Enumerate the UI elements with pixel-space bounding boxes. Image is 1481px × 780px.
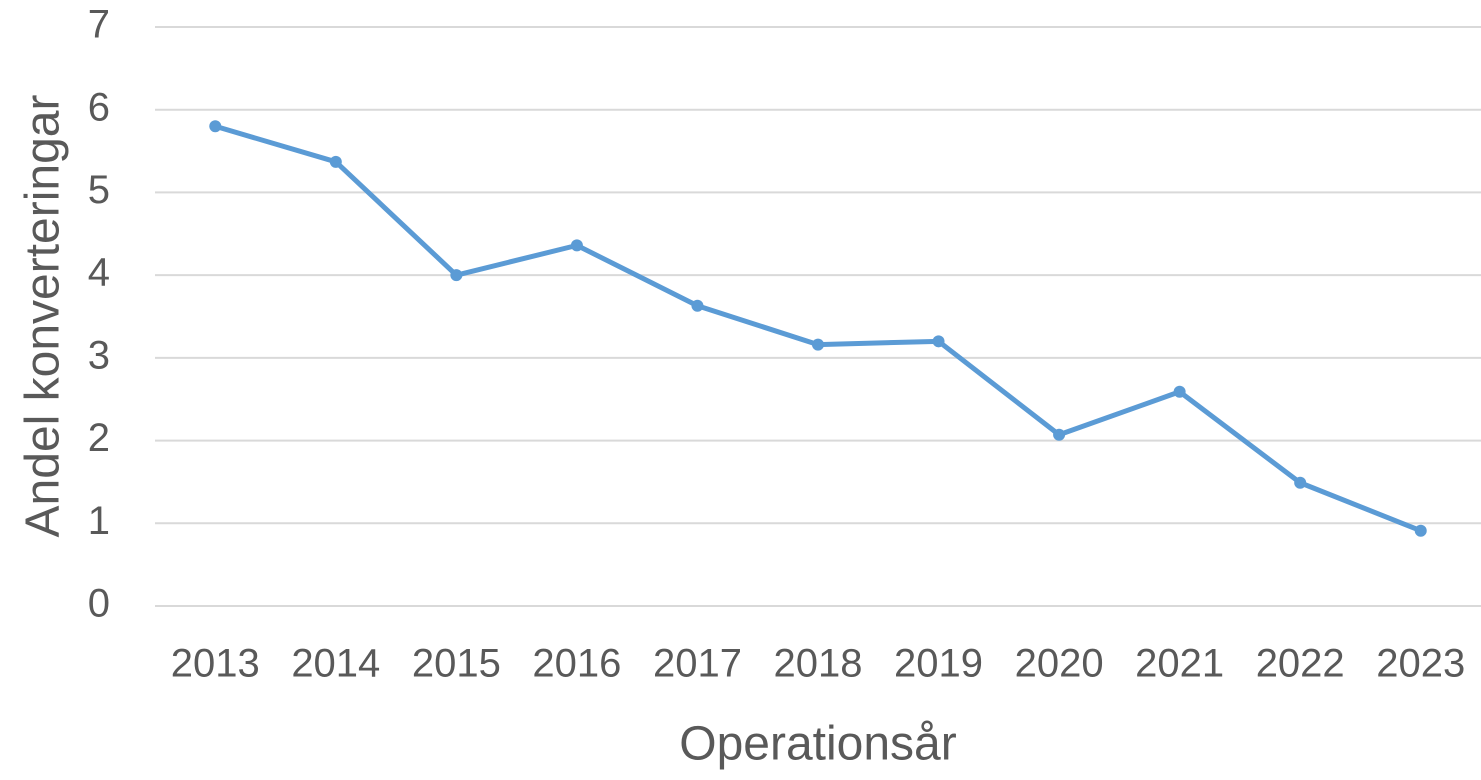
- x-tick-label: 2013: [171, 642, 260, 686]
- y-tick-label: 1: [88, 499, 110, 543]
- x-tick-label: 2014: [291, 642, 380, 686]
- data-point: [1053, 428, 1066, 441]
- data-point: [691, 299, 704, 312]
- data-point: [450, 269, 463, 282]
- x-tick-label: 2020: [1015, 642, 1104, 686]
- x-tick-label: 2017: [653, 642, 742, 686]
- y-axis-title: Andel konverteringar: [17, 95, 70, 538]
- x-tick-label: 2022: [1256, 642, 1345, 686]
- y-tick-label: 7: [88, 3, 110, 47]
- data-line: [214, 123, 1422, 534]
- x-axis-title: Operationsår: [679, 718, 956, 771]
- data-point: [209, 120, 222, 133]
- x-tick-label: 2021: [1135, 642, 1224, 686]
- x-tick-label: 2018: [774, 642, 863, 686]
- data-point: [1414, 524, 1427, 537]
- y-tick-label: 4: [88, 251, 110, 295]
- data-point: [932, 335, 945, 348]
- data-point: [570, 239, 583, 252]
- data-point: [812, 338, 824, 351]
- x-tick-label: 2016: [532, 642, 621, 686]
- x-tick-label: 2015: [412, 642, 501, 686]
- y-tick-label: 6: [88, 85, 110, 129]
- y-tick-label: 0: [88, 582, 110, 626]
- data-point: [329, 155, 342, 168]
- x-tick-label: 2023: [1376, 642, 1465, 686]
- y-tick-label: 2: [88, 416, 110, 460]
- data-point: [1294, 476, 1307, 489]
- y-tick-label: 5: [88, 168, 110, 212]
- x-tick-label: 2019: [894, 642, 983, 686]
- y-tick-label: 3: [88, 333, 110, 377]
- data-point: [1173, 385, 1186, 398]
